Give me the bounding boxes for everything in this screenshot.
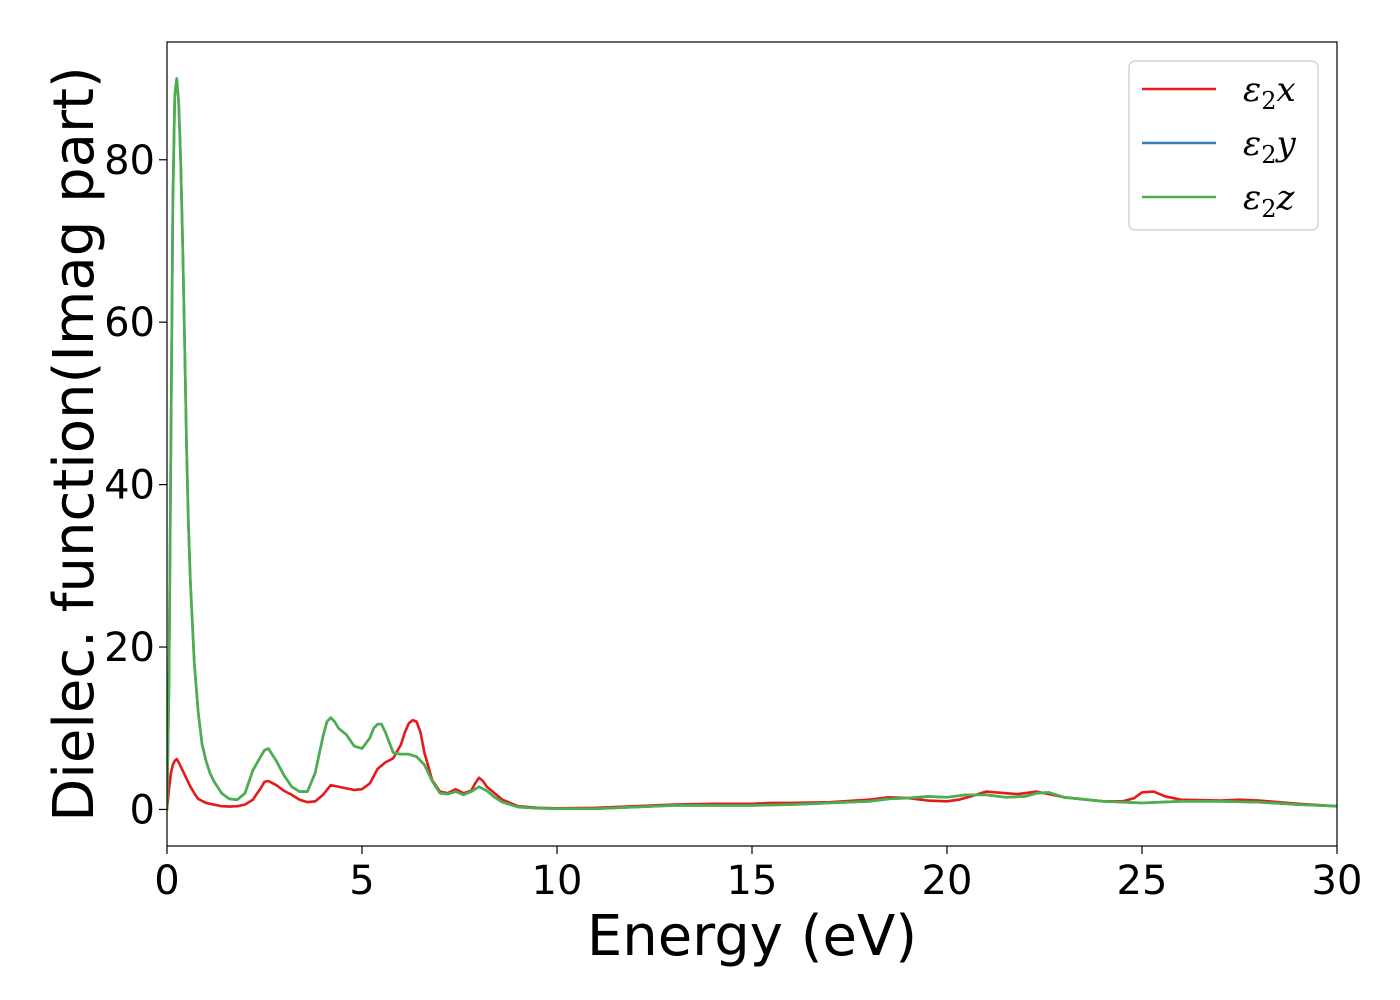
legend-label-y: ε2y (1243, 124, 1297, 169)
x-tick-label: 25 (1117, 858, 1168, 904)
legend-box (1128, 60, 1319, 231)
legend-label-base: ε (1243, 124, 1261, 164)
y-tick-label: 60 (104, 300, 155, 346)
legend-label-base: ε (1243, 178, 1261, 218)
x-tick-label: 15 (727, 858, 778, 904)
legend-label-tail: y (1275, 124, 1297, 164)
legend-label-tail: z (1276, 178, 1296, 218)
x-axis: 0 5 10 15 20 25 30 (154, 846, 1362, 904)
legend-label-subscript: 2 (1261, 141, 1276, 169)
legend-label-z: ε2z (1243, 178, 1296, 223)
series-line-z (167, 77, 1337, 811)
legend-label-x: ε2x (1243, 70, 1296, 115)
y-tick-label: 0 (130, 787, 155, 833)
legend-label-subscript: 2 (1261, 195, 1276, 223)
x-tick-label: 0 (154, 858, 179, 904)
legend-label-tail: x (1277, 70, 1296, 110)
legend-label-base: ε (1243, 70, 1261, 110)
y-axis-label: Dielec. function(Imag part) (42, 66, 107, 822)
x-tick-label: 30 (1312, 858, 1363, 904)
y-axis: 0 20 40 60 80 (104, 138, 167, 833)
series-layer (167, 77, 1337, 811)
plot-area (166, 41, 1338, 847)
y-tick-label: 20 (104, 625, 155, 671)
x-tick-label: 20 (922, 858, 973, 904)
x-tick-label: 5 (349, 858, 374, 904)
y-tick-label: 40 (104, 463, 155, 509)
legend-label-subscript: 2 (1261, 87, 1276, 115)
x-tick-label: 10 (532, 858, 583, 904)
x-axis-label: Energy (eV) (587, 904, 917, 969)
y-tick-label: 80 (104, 138, 155, 184)
